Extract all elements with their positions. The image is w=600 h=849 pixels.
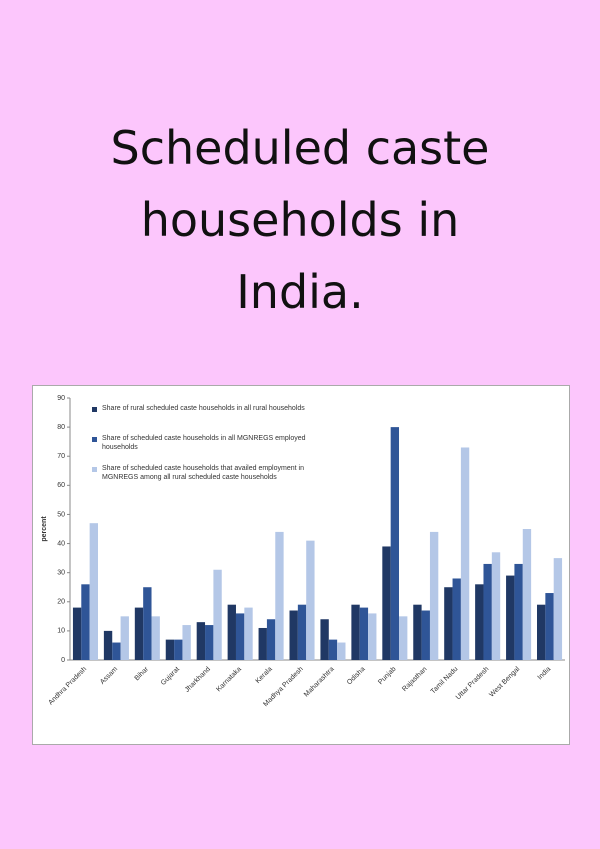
bar	[537, 604, 546, 660]
y-tick-label: 50	[57, 511, 65, 518]
bar	[258, 627, 267, 660]
bar	[421, 610, 430, 660]
bar	[205, 625, 214, 660]
y-tick-label: 20	[57, 599, 65, 606]
y-tick-label: 10	[57, 628, 65, 635]
bar	[514, 563, 523, 660]
bar	[413, 604, 422, 660]
bar	[81, 584, 90, 660]
bar	[244, 607, 253, 660]
y-tick-label: 80	[57, 424, 65, 431]
bar	[351, 604, 360, 660]
bar	[483, 563, 492, 660]
legend-item: Share of scheduled caste households in a…	[102, 435, 306, 451]
y-tick-label: 60	[57, 482, 65, 489]
bar	[165, 639, 175, 660]
bar	[112, 642, 121, 660]
bar	[368, 613, 377, 660]
y-tick-label: 40	[57, 540, 65, 547]
chart-container: percent 0 10 20 30 40 50 60 70 80 90 Andhra Prades…	[32, 385, 570, 749]
legend-item: Share of rural scheduled caste household…	[102, 405, 305, 412]
legend-item: Share of scheduled caste households that…	[102, 465, 304, 481]
page-title: Scheduled caste households in India.	[110, 121, 490, 319]
legend-swatch	[92, 407, 97, 412]
bar	[444, 587, 453, 660]
bar	[460, 447, 470, 660]
bar	[143, 587, 152, 660]
bar	[89, 523, 98, 660]
bar	[297, 604, 307, 660]
bar	[399, 616, 408, 660]
bar	[359, 607, 369, 660]
bar	[320, 619, 329, 660]
bar	[506, 575, 515, 660]
bar	[72, 607, 82, 660]
bar	[553, 558, 563, 660]
y-tick-label: 0	[61, 657, 65, 664]
bar	[275, 531, 284, 660]
chart-frame	[32, 385, 570, 745]
bar	[289, 610, 298, 660]
bar	[103, 630, 113, 660]
legend-label: Share of scheduled caste households in a…	[102, 435, 306, 451]
bar	[182, 625, 191, 660]
legend-swatch	[92, 437, 97, 442]
bar	[306, 540, 315, 660]
y-axis-label: percent	[41, 516, 48, 542]
bar	[196, 622, 206, 660]
bar	[522, 529, 532, 660]
bar	[545, 593, 554, 660]
y-tick-label: 30	[57, 570, 65, 577]
bar	[382, 546, 391, 660]
bar	[266, 619, 276, 660]
legend-swatch	[92, 467, 97, 472]
bar	[328, 639, 338, 660]
y-tick-label: 70	[57, 453, 65, 460]
bar	[429, 531, 439, 660]
y-tick-label: 90	[57, 395, 65, 402]
legend-label: Share of scheduled caste households that…	[102, 465, 304, 481]
bar	[491, 552, 501, 660]
bar	[235, 613, 245, 660]
bar	[390, 427, 400, 660]
bar	[134, 607, 144, 660]
legend-label: Share of rural scheduled caste household…	[102, 405, 305, 412]
bar	[213, 569, 222, 660]
bar	[475, 584, 484, 660]
bar	[452, 578, 461, 660]
bar	[227, 604, 236, 660]
bar	[174, 639, 183, 660]
bar	[337, 642, 346, 660]
bar	[151, 616, 160, 660]
bar	[120, 616, 129, 660]
